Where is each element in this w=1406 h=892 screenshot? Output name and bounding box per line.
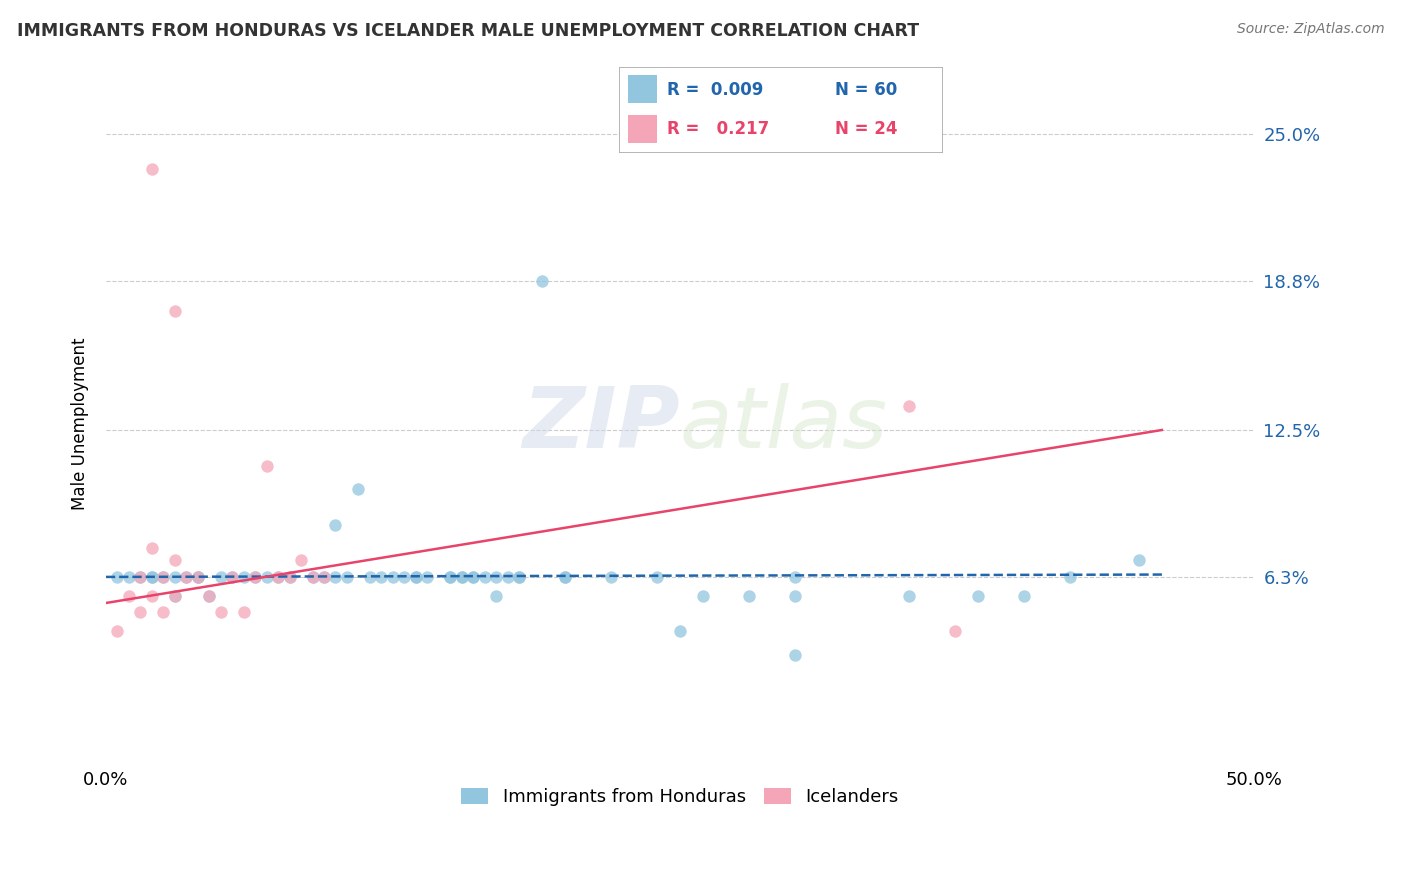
Point xyxy=(898,589,921,603)
Text: R =  0.009: R = 0.009 xyxy=(668,81,763,99)
Point xyxy=(129,570,152,584)
Point xyxy=(1059,570,1081,584)
Point xyxy=(243,570,266,584)
Text: Source: ZipAtlas.com: Source: ZipAtlas.com xyxy=(1237,22,1385,37)
Point xyxy=(967,589,990,603)
Point xyxy=(405,570,427,584)
Point xyxy=(474,570,496,584)
Point xyxy=(898,399,921,413)
Point xyxy=(325,570,347,584)
Point xyxy=(485,570,508,584)
Point xyxy=(508,570,530,584)
Point xyxy=(645,570,668,584)
Point xyxy=(485,589,508,603)
Point xyxy=(370,570,392,584)
Point xyxy=(737,589,759,603)
Text: atlas: atlas xyxy=(681,383,887,466)
Point xyxy=(152,570,174,584)
Point xyxy=(463,570,485,584)
Point xyxy=(669,624,692,639)
Point xyxy=(405,570,427,584)
Point xyxy=(1012,589,1035,603)
Point xyxy=(129,606,152,620)
Point xyxy=(278,570,301,584)
Point xyxy=(163,570,186,584)
Point xyxy=(554,570,576,584)
Point xyxy=(325,517,347,532)
Point xyxy=(439,570,461,584)
Point xyxy=(152,606,174,620)
Point xyxy=(450,570,472,584)
Point xyxy=(267,570,290,584)
Text: IMMIGRANTS FROM HONDURAS VS ICELANDER MALE UNEMPLOYMENT CORRELATION CHART: IMMIGRANTS FROM HONDURAS VS ICELANDER MA… xyxy=(17,22,920,40)
Point xyxy=(496,570,519,584)
Point xyxy=(336,570,359,584)
Point xyxy=(243,570,266,584)
Point xyxy=(312,570,335,584)
Point xyxy=(508,570,530,584)
Point xyxy=(198,589,221,603)
Point xyxy=(141,589,163,603)
Point xyxy=(163,553,186,567)
Point xyxy=(381,570,404,584)
Point xyxy=(301,570,323,584)
Point xyxy=(783,570,806,584)
Point xyxy=(312,570,335,584)
Point xyxy=(187,570,209,584)
Point xyxy=(359,570,381,584)
Point xyxy=(600,570,623,584)
Point xyxy=(152,570,174,584)
Point xyxy=(174,570,197,584)
Point xyxy=(278,570,301,584)
Text: N = 24: N = 24 xyxy=(835,120,898,137)
Point xyxy=(267,570,290,584)
Text: R =   0.217: R = 0.217 xyxy=(668,120,769,137)
Point xyxy=(141,570,163,584)
Legend: Immigrants from Honduras, Icelanders: Immigrants from Honduras, Icelanders xyxy=(454,780,905,814)
Point xyxy=(301,570,323,584)
Point xyxy=(394,570,416,584)
Point xyxy=(463,570,485,584)
Point xyxy=(209,606,232,620)
Point xyxy=(105,624,128,639)
Point xyxy=(118,570,141,584)
Point xyxy=(198,589,221,603)
Point xyxy=(141,570,163,584)
Point xyxy=(692,589,714,603)
Point xyxy=(256,570,278,584)
Point xyxy=(256,458,278,473)
Point xyxy=(163,304,186,318)
Point xyxy=(943,624,966,639)
Point xyxy=(187,570,209,584)
Point xyxy=(221,570,243,584)
Point xyxy=(347,482,370,496)
Point xyxy=(531,274,554,288)
Point xyxy=(163,589,186,603)
Point xyxy=(783,589,806,603)
Text: ZIP: ZIP xyxy=(522,383,681,466)
Point xyxy=(290,553,312,567)
Point xyxy=(141,162,163,177)
Point xyxy=(129,570,152,584)
Text: N = 60: N = 60 xyxy=(835,81,897,99)
Point xyxy=(187,570,209,584)
Bar xyxy=(628,76,658,103)
Point xyxy=(232,606,254,620)
Point xyxy=(221,570,243,584)
Y-axis label: Male Unemployment: Male Unemployment xyxy=(72,338,89,510)
Point xyxy=(439,570,461,584)
Point xyxy=(105,570,128,584)
Point xyxy=(232,570,254,584)
Point xyxy=(783,648,806,662)
Point xyxy=(554,570,576,584)
Point xyxy=(174,570,197,584)
Point xyxy=(141,541,163,556)
Bar xyxy=(628,115,658,143)
Point xyxy=(209,570,232,584)
Point xyxy=(118,589,141,603)
Point xyxy=(450,570,472,584)
Point xyxy=(416,570,439,584)
Point xyxy=(1128,553,1150,567)
Point xyxy=(163,589,186,603)
